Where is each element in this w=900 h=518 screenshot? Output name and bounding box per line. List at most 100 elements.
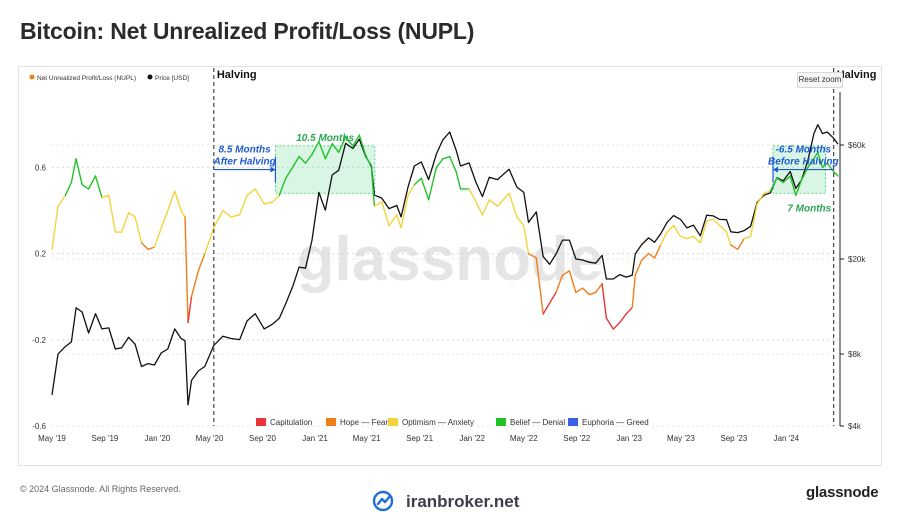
nupl-segment — [782, 175, 791, 184]
watermark: glassnode — [297, 225, 604, 294]
legend-bottom-label-1: Hope — Fear — [340, 418, 388, 427]
y-right-tick-label-0: $4k — [848, 422, 862, 431]
nupl-segment — [160, 209, 169, 229]
zone-label-1: 7 Months — [787, 203, 831, 214]
nupl-segment — [730, 244, 739, 251]
x-tick-label-14: Jan '24 — [774, 434, 800, 443]
nupl-segment — [400, 194, 409, 229]
nupl-segment — [631, 274, 636, 309]
nupl-segment — [692, 235, 701, 244]
legend-bottom-swatch-0 — [256, 418, 266, 426]
nupl-segment — [821, 162, 828, 169]
y-right-tick-label-3: $60k — [848, 141, 866, 150]
highlight-zone-0 — [275, 145, 376, 194]
x-tick-label-6: May '21 — [353, 434, 381, 443]
nupl-segment — [807, 158, 815, 169]
footer-logo-text: iranbroker.net — [406, 492, 520, 511]
nupl-segment — [64, 181, 73, 197]
nupl-segment — [737, 237, 745, 251]
nupl-segment — [167, 190, 176, 212]
legend-bottom-swatch-2 — [388, 418, 398, 426]
y-right-tick-label-2: $20k — [848, 255, 866, 264]
nupl-segment — [147, 246, 156, 251]
nupl-segment — [51, 205, 59, 251]
legend-top-marker-0 — [29, 74, 35, 80]
nupl-segment — [568, 270, 577, 294]
nupl-segment — [427, 166, 438, 201]
nupl-segment — [769, 177, 778, 192]
nupl-segment — [121, 211, 130, 233]
annotation-arrowhead-0 — [270, 166, 276, 173]
nupl-segment — [666, 224, 675, 233]
nupl-segment — [238, 194, 248, 216]
x-tick-label-12: May '23 — [667, 434, 695, 443]
nupl-segment — [672, 224, 682, 238]
nupl-segment — [813, 151, 819, 160]
nupl-segment — [407, 183, 416, 197]
nupl-segment — [749, 203, 758, 238]
legend-top-label-0: Net Unrealized Profit/Loss (NUPL) — [37, 75, 136, 82]
nupl-segment — [278, 177, 287, 197]
legend-bottom-swatch-4 — [568, 418, 578, 426]
nupl-segment — [381, 201, 390, 227]
nupl-segment — [588, 291, 597, 296]
x-tick-label-1: Sep '19 — [91, 434, 118, 443]
nupl-segment — [134, 216, 143, 244]
nupl-segment — [575, 287, 584, 294]
reset-zoom-button[interactable]: Reset zoom — [797, 72, 843, 88]
nupl-segment — [659, 231, 668, 246]
y-left-tick-label-3: 0.6 — [35, 163, 47, 172]
nupl-segment — [826, 162, 835, 173]
nupl-segment — [230, 214, 241, 218]
x-tick-label-0: May '19 — [38, 434, 66, 443]
nupl-segment — [795, 179, 803, 197]
x-tick-label-5: Jan '21 — [302, 434, 328, 443]
nupl-segment — [641, 252, 650, 261]
nupl-segment — [686, 235, 695, 240]
page-title: Bitcoin: Net Unrealized Profit/Loss (NUP… — [20, 18, 475, 44]
nupl-segment — [337, 136, 347, 154]
nupl-segment — [94, 175, 103, 199]
nupl-segment — [246, 188, 256, 197]
nupl-segment — [601, 283, 608, 319]
nupl-segment — [516, 216, 525, 227]
nupl-segment — [331, 143, 340, 154]
legend-bottom: Capitulation Hope — Fear Optimism — Anxiet… — [256, 418, 649, 427]
nupl-segment — [180, 209, 186, 218]
nupl-segment — [127, 211, 136, 218]
nupl-segment — [352, 134, 361, 147]
nupl-segment — [184, 216, 189, 324]
nupl-segment — [523, 224, 530, 255]
nupl-segment — [605, 317, 615, 330]
nupl-segment — [318, 140, 327, 160]
x-tick-label-9: May '22 — [510, 434, 538, 443]
x-tick-label-11: Jan '23 — [616, 434, 642, 443]
nupl-segment — [442, 155, 451, 160]
legend-bottom-swatch-3 — [496, 418, 506, 426]
price-series — [51, 124, 839, 406]
legend-bottom-label-0: Capitulation — [270, 418, 312, 427]
x-tick-label-3: May '20 — [196, 434, 224, 443]
y-right-tick-label-1: $8k — [848, 350, 862, 359]
nupl-segment — [475, 201, 484, 216]
nupl-segment — [653, 244, 662, 259]
nupl-segment — [190, 270, 200, 298]
nupl-segment — [625, 306, 633, 315]
annotation-line1-1: -6.5 Months — [776, 145, 832, 156]
nupl-segment — [555, 274, 564, 294]
nupl-segment — [817, 151, 824, 169]
nupl-segment — [324, 143, 333, 160]
nupl-segment — [298, 155, 307, 164]
nupl-segment — [396, 214, 402, 229]
nupl-segment — [388, 214, 398, 227]
nupl-segment — [789, 175, 797, 197]
nupl-segment — [285, 166, 294, 179]
legend-bottom-label-2: Optimism — Anxiety — [402, 418, 474, 427]
nupl-segment — [272, 194, 280, 203]
nupl-segment — [291, 155, 300, 169]
x-tick-label-8: Jan '22 — [459, 434, 485, 443]
nupl-segment — [725, 231, 732, 246]
grid — [52, 144, 838, 427]
